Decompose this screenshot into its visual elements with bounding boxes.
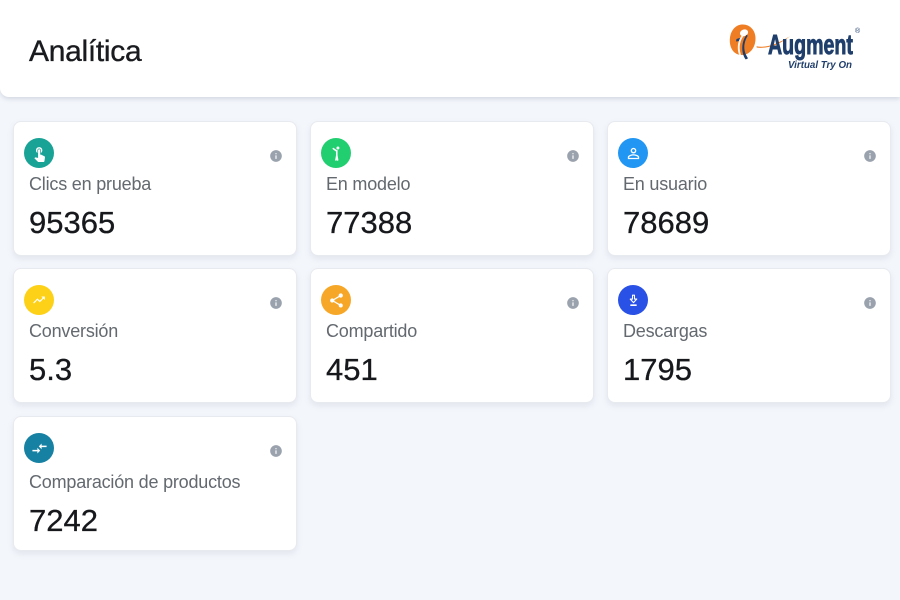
svg-text:Virtual Try On: Virtual Try On [788,60,852,71]
svg-text:Augment: Augment [768,30,853,61]
svg-text:®: ® [855,27,861,35]
